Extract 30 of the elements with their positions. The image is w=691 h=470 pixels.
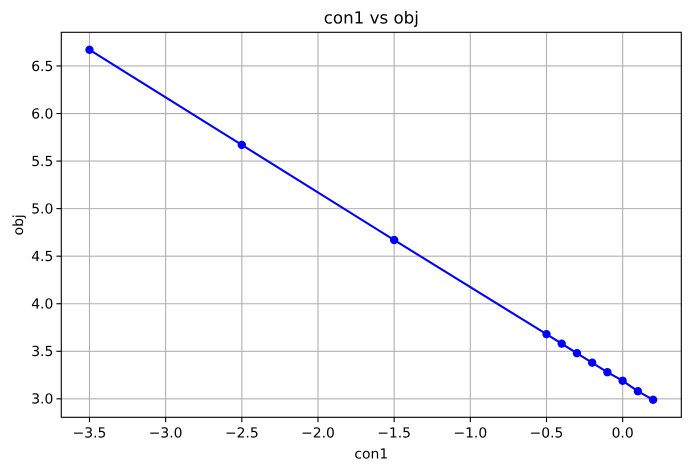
point (588, 358, 596, 367)
point (542, 330, 551, 338)
y-axis-title: obj (10, 214, 27, 236)
point (85, 46, 94, 54)
point (558, 339, 566, 348)
point (634, 387, 642, 396)
point (603, 368, 612, 376)
y-tick-label: 6.0 (31, 106, 54, 122)
x-tick-label: 0.0 (612, 425, 634, 442)
y-tick-label: 5.0 (31, 201, 54, 218)
x-tick-label: −3.5 (72, 425, 106, 442)
point (390, 236, 398, 244)
chart-title: con1 vs obj (324, 7, 419, 28)
x-axis-title: con1 (354, 446, 388, 462)
y-tick-label: 5.5 (31, 154, 54, 170)
y-tick-label: 4.5 (31, 249, 54, 266)
point (648, 396, 658, 404)
point (572, 348, 582, 358)
x-tick-label: −1.5 (377, 425, 412, 442)
y-tick-label: 3.0 (31, 392, 54, 408)
x-tick-label: −2.5 (224, 425, 259, 442)
x-tick-label: −1.0 (453, 425, 488, 442)
point (238, 140, 246, 150)
point (618, 376, 627, 385)
x-tick-label: −2.0 (301, 425, 335, 442)
x-tick-label: −0.5 (530, 425, 564, 442)
y-tick-label: 6.5 (31, 58, 54, 75)
y-tick-label: 3.5 (31, 344, 54, 360)
x-tick-label: −3.0 (148, 425, 183, 442)
y-tick-label: 4.0 (31, 296, 54, 313)
